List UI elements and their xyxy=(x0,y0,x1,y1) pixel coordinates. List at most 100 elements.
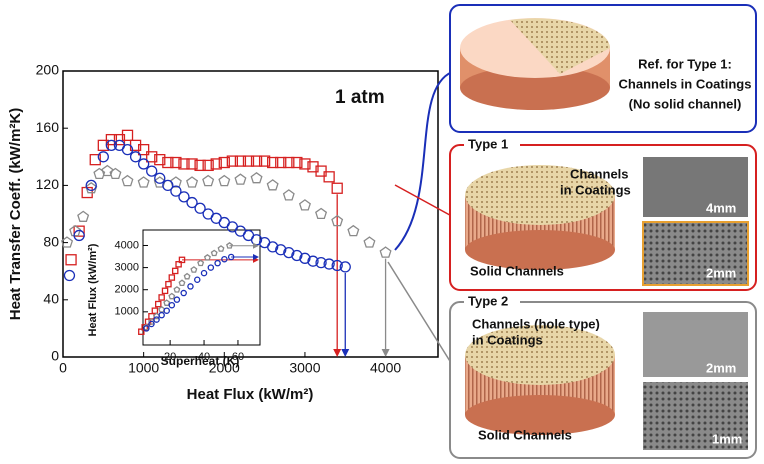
marker xyxy=(221,255,228,263)
marker xyxy=(121,174,134,187)
y-tick-label: 1000 xyxy=(115,306,139,318)
y-tick-label: 0 xyxy=(51,348,59,364)
marker xyxy=(129,151,142,163)
marker xyxy=(169,176,182,188)
marker xyxy=(218,174,231,187)
marker xyxy=(197,259,205,267)
chf-arrowhead xyxy=(253,242,259,249)
disk-top xyxy=(465,325,615,385)
marker xyxy=(175,261,182,268)
marker xyxy=(323,171,335,183)
marker xyxy=(137,176,150,188)
marker xyxy=(171,267,179,275)
marker xyxy=(363,236,376,248)
marker xyxy=(146,165,158,177)
marker xyxy=(85,179,97,192)
x-tick-label: 1000 xyxy=(128,360,159,376)
marker xyxy=(158,311,165,319)
panel-text: (No solid channel) xyxy=(629,96,742,111)
y-tick-label: 40 xyxy=(43,291,59,307)
marker xyxy=(331,182,343,194)
marker xyxy=(190,266,198,273)
marker xyxy=(323,258,335,270)
marker xyxy=(347,224,360,237)
marker xyxy=(298,199,311,211)
marker xyxy=(121,143,134,156)
x-tick-label: 20 xyxy=(164,351,176,363)
chf-arrowhead xyxy=(333,349,342,357)
marker xyxy=(137,158,150,170)
marker xyxy=(266,179,279,191)
marker xyxy=(210,249,218,257)
marker xyxy=(214,259,221,267)
marker xyxy=(379,246,392,258)
marker xyxy=(267,241,279,253)
marker xyxy=(137,143,150,156)
sem-image xyxy=(643,312,748,377)
marker xyxy=(339,261,351,273)
marker xyxy=(178,158,190,170)
marker xyxy=(105,139,118,152)
marker xyxy=(73,225,85,237)
marker xyxy=(186,176,199,188)
panel-text: in Coatings xyxy=(560,182,631,197)
marker xyxy=(299,252,311,264)
panel-text: in Coatings xyxy=(472,332,543,347)
panel-type2: Type 2 Channels (hole type) in Coatings … xyxy=(449,293,757,459)
y-tick-label: 4000 xyxy=(115,239,139,251)
panel-text: Solid Channels xyxy=(470,263,564,278)
x-tick-label: 4000 xyxy=(370,360,401,376)
coating xyxy=(510,18,610,75)
marker xyxy=(113,133,126,146)
marker xyxy=(173,286,181,293)
marker xyxy=(168,274,176,281)
marker xyxy=(148,320,155,328)
y-axis-label: Heat Transfer Coeff. (kW/m²K) xyxy=(7,108,24,321)
inset-x-label: Superheat (K) xyxy=(161,354,240,368)
marker xyxy=(69,224,82,237)
marker xyxy=(155,300,162,308)
marker xyxy=(250,155,263,167)
panel-text: Channels xyxy=(570,166,629,181)
title-bg xyxy=(464,295,520,309)
scale-label: 2mm xyxy=(706,360,736,375)
scale-label: 2mm xyxy=(706,265,736,280)
disk-bottom xyxy=(465,395,615,435)
marker xyxy=(105,133,118,146)
sem-image xyxy=(642,221,749,286)
marker xyxy=(173,296,181,303)
marker xyxy=(194,159,206,172)
main-chart: 1 atm Heat Flux (kW/m²) Heat Transfer Co… xyxy=(7,70,439,403)
marker xyxy=(73,229,85,242)
marker xyxy=(163,307,170,314)
panel-text: Channels (hole type) xyxy=(472,316,600,331)
marker xyxy=(210,158,222,170)
x-axis-label: Heat Flux (kW/m²) xyxy=(187,386,314,403)
marker xyxy=(63,269,76,282)
marker xyxy=(194,276,201,284)
plot-frame xyxy=(62,70,439,358)
x-tick-label: 60 xyxy=(232,351,244,363)
marker xyxy=(97,151,109,163)
marker xyxy=(143,325,150,332)
x-tick-label: 3000 xyxy=(289,360,320,376)
panel-text: Ref. for Type 1: xyxy=(638,56,732,71)
marker xyxy=(226,155,239,167)
marker xyxy=(186,158,198,170)
marker xyxy=(158,294,165,301)
chf-arrowhead xyxy=(253,253,259,260)
marker xyxy=(331,214,344,227)
marker xyxy=(217,245,225,252)
sem-image xyxy=(643,157,748,217)
marker xyxy=(186,196,198,209)
marker xyxy=(170,156,182,169)
annotation: 1 atm xyxy=(335,87,385,108)
y-tick-label: 160 xyxy=(36,119,60,135)
marker xyxy=(180,289,187,297)
marker xyxy=(275,156,287,169)
marker xyxy=(234,155,247,167)
marker xyxy=(65,254,77,266)
panel-ref: Ref. for Type 1: Channels in Coatings (N… xyxy=(449,4,757,133)
marker xyxy=(170,185,182,197)
marker xyxy=(151,307,159,314)
